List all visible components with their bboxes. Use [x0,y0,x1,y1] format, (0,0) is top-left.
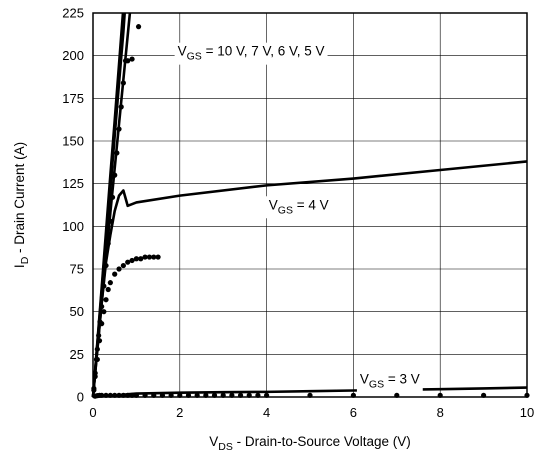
y-tick-label: 100 [62,219,84,234]
data-point [109,194,116,200]
data-point [135,24,142,30]
data-point [107,280,113,286]
data-point [101,309,107,315]
data-point [96,332,102,339]
y-tick-label: 25 [70,347,84,362]
x-tick-label: 0 [89,405,96,420]
data-point [91,387,97,393]
series-line [92,386,528,399]
annotation-label: VGS = 4 V [269,197,329,216]
data-point [133,256,139,262]
x-tick-label: 2 [176,405,183,420]
annotation-sub: GS [369,378,384,390]
data-point [116,266,122,272]
data-point [92,373,98,380]
data-point [151,254,157,260]
data-point [94,346,100,352]
data-point [112,271,118,277]
annotation-main: V [360,371,369,386]
plot-frame [92,12,528,398]
data-point [103,262,109,269]
y-tick-label: 200 [62,48,84,63]
y-axis-title: ID - Drain Current (A) [12,142,31,268]
x-tick-label: 6 [350,405,357,420]
annotation-main: V [269,197,278,212]
series-line [91,160,528,398]
data-point [101,283,107,289]
y-tick-label: 0 [77,390,84,405]
data-point [99,321,105,327]
data-point [103,297,109,303]
data-point [114,150,120,156]
annotation-rest: = 4 V [293,197,329,212]
y-tick-label: 150 [62,134,84,149]
data-point [129,56,135,62]
data-point [120,80,126,86]
y-tick-label: 175 [62,91,84,106]
annotation-background [174,42,328,65]
x-tick-label: 10 [520,405,534,420]
x-axis-title: VDS - Drain-to-Source Voltage (V) [209,434,410,453]
data-point [112,172,118,178]
data-point [96,338,103,344]
data-point [120,262,126,269]
x-tick-label: 8 [437,405,444,420]
annotation-rest: = 3 V [384,371,420,386]
data-point [99,303,105,310]
data-point [105,240,111,246]
data-point [125,58,131,64]
y-tick-label: 125 [62,176,84,191]
annotation-sub: GS [278,204,293,216]
annotation-label: VGS = 3 V [360,371,420,390]
y-tick-label: 75 [70,262,84,277]
data-point [94,356,100,363]
annotation-main: V [178,44,187,59]
data-point [129,257,135,264]
annotation-rest: = 10 V, 7 V, 6 V, 5 V [202,44,325,59]
annotation-label: VGS = 10 V, 7 V, 6 V, 5 V [178,44,325,63]
annotation-background [356,370,423,393]
annotation-sub: GS [187,51,202,63]
y-tick-label: 225 [62,6,84,21]
data-point [107,218,113,224]
y-tick-label: 50 [70,304,84,319]
data-point [138,256,144,262]
data-point [155,254,161,260]
data-point [118,104,124,110]
data-point [146,254,153,260]
x-tick-label: 4 [263,405,270,420]
data-point [105,286,111,293]
annotation-background [265,196,332,219]
data-point [125,259,131,265]
data-point [142,254,148,260]
data-point [116,126,122,132]
